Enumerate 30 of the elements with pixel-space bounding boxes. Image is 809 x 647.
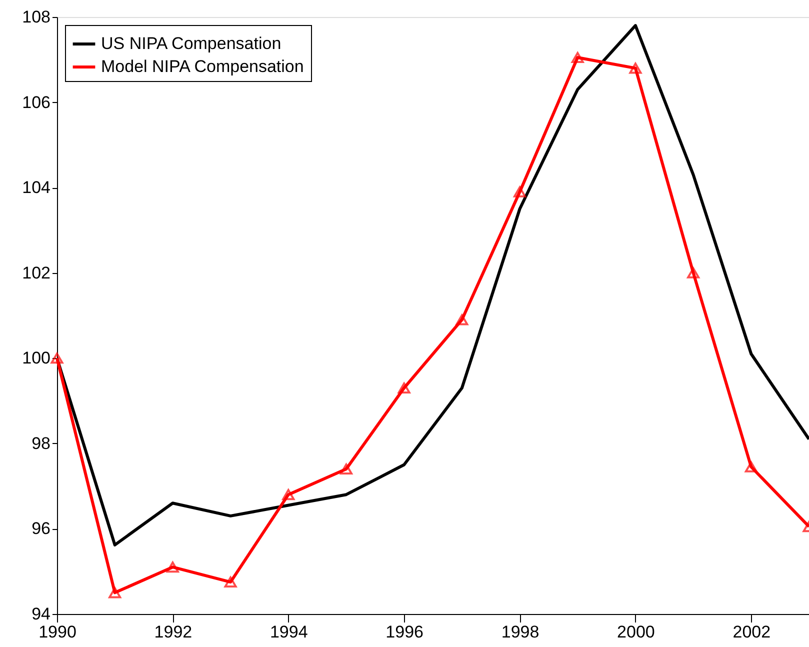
x-tick-label: 2000 xyxy=(617,622,655,642)
y-tick-label: 98 xyxy=(32,434,50,453)
y-tick-label: 108 xyxy=(22,8,50,26)
point xyxy=(398,382,410,394)
point xyxy=(340,463,352,475)
point xyxy=(166,562,179,573)
y-tick-label: 102 xyxy=(22,263,50,282)
legend-label: US NIPA Compensation xyxy=(101,34,282,53)
x-tick-label: 1994 xyxy=(270,622,308,642)
point xyxy=(108,587,122,598)
y-tick-label: 100 xyxy=(22,348,50,368)
x-tick-label: 2002 xyxy=(732,622,771,642)
point xyxy=(687,267,700,278)
x-tick-label: 1992 xyxy=(154,622,192,642)
y-tick-label: 106 xyxy=(22,92,50,112)
point xyxy=(744,461,758,472)
point xyxy=(50,352,64,364)
point xyxy=(629,62,642,74)
x-tick-label: 1998 xyxy=(501,622,540,642)
point xyxy=(571,52,584,64)
y-tick-label: 94 xyxy=(32,604,50,624)
y-tick-label: 96 xyxy=(32,519,50,538)
y-tick-label: 104 xyxy=(22,178,50,198)
legend-label: Model NIPA Compensation xyxy=(101,57,304,76)
x-tick-label: 1996 xyxy=(386,622,424,642)
point xyxy=(456,314,468,326)
point xyxy=(224,576,237,588)
point xyxy=(514,186,526,198)
x-tick-label: 1990 xyxy=(38,622,76,642)
point xyxy=(282,489,295,500)
